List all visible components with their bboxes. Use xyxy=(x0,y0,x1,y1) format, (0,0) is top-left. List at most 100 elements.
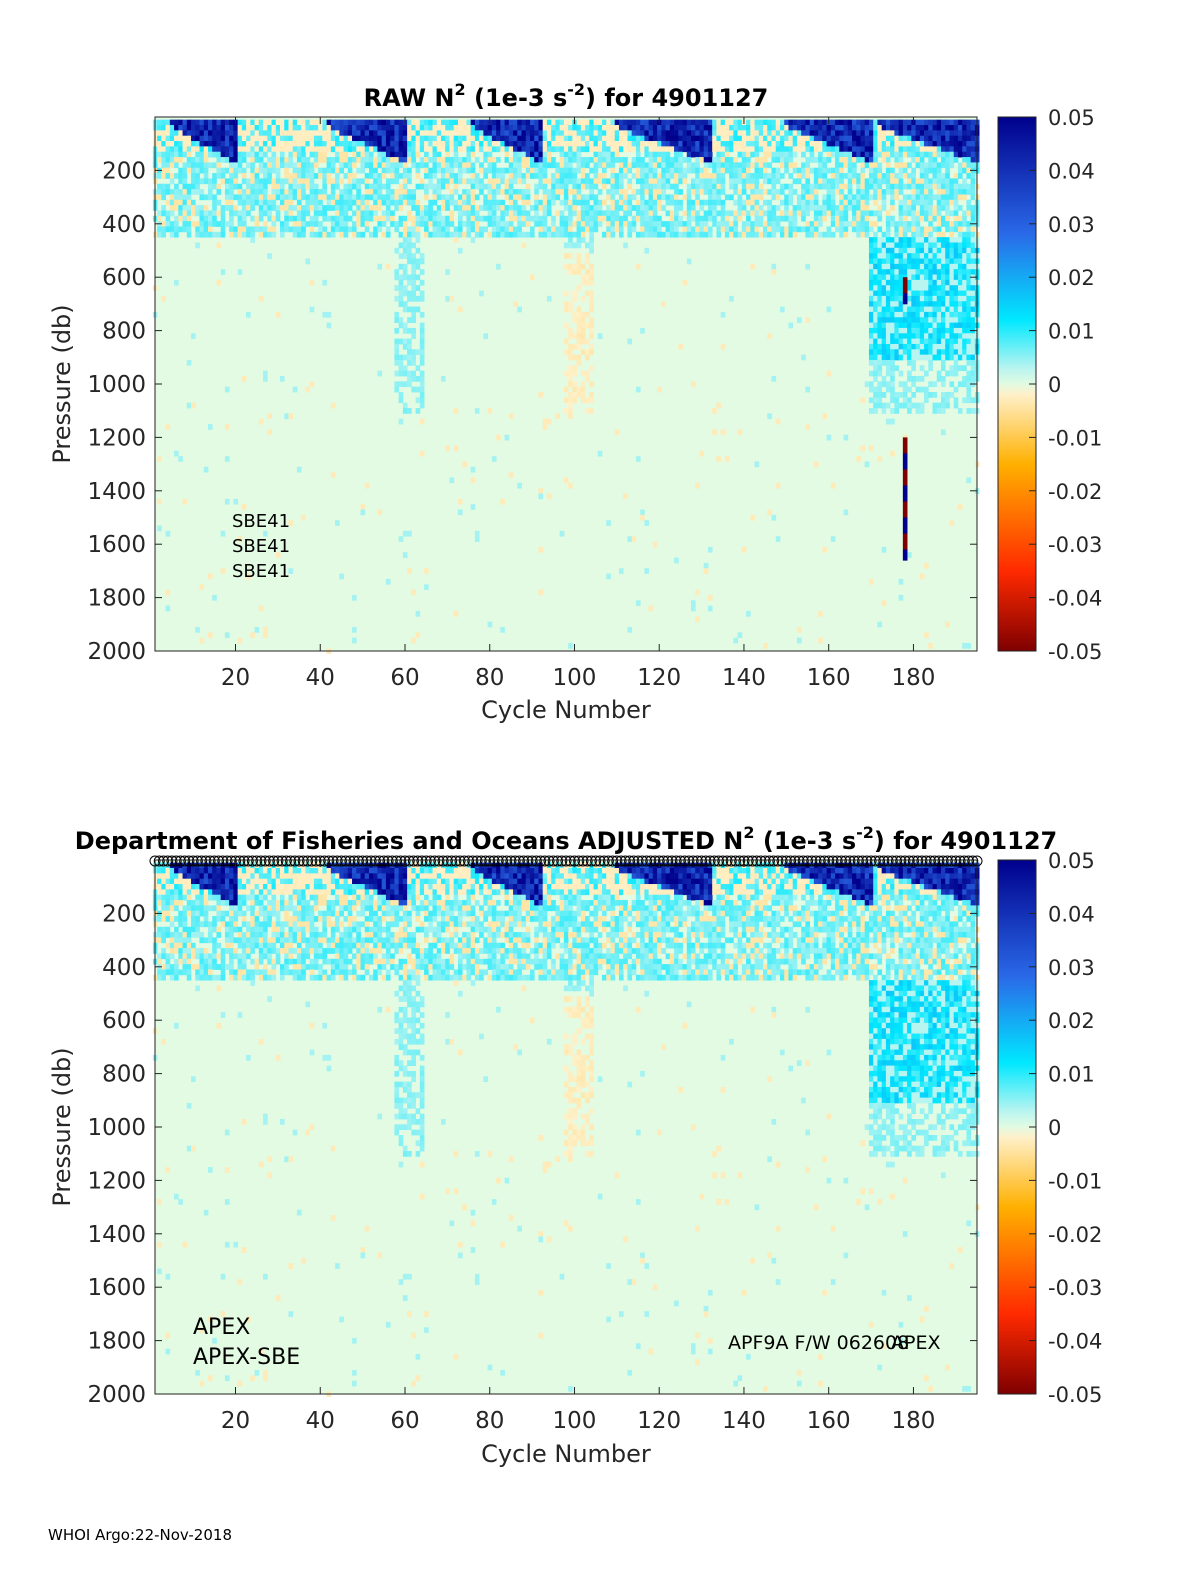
raw-heatmap-cell xyxy=(585,183,590,190)
raw-heatmap-cell xyxy=(763,173,768,179)
raw-heatmap-cell xyxy=(775,536,781,542)
raw-heatmap-cell xyxy=(474,178,480,185)
raw-heatmap-cell xyxy=(415,119,421,126)
raw-heatmap-cell xyxy=(407,354,412,361)
raw-heatmap-cell xyxy=(470,210,476,217)
raw-heatmap-cell xyxy=(957,338,963,345)
raw-heatmap-cell xyxy=(691,135,696,142)
raw-heatmap-cell xyxy=(691,178,696,185)
raw-heatmap-cell xyxy=(894,397,900,404)
raw-heatmap-cell xyxy=(292,146,298,153)
raw-heatmap-cell xyxy=(538,231,544,238)
raw-heatmap-cell xyxy=(364,194,370,201)
raw-heatmap-cell xyxy=(720,199,726,206)
raw-heatmap-cell xyxy=(936,226,942,233)
raw-heatmap-cell xyxy=(195,626,200,633)
raw-heatmap-cell xyxy=(394,162,400,169)
raw-heatmap-cell xyxy=(326,135,332,142)
raw-heatmap-cell xyxy=(381,162,387,169)
raw-heatmap-cell xyxy=(890,205,895,211)
raw-heatmap-cell xyxy=(466,199,472,206)
raw-heatmap-cell xyxy=(860,205,866,211)
raw-heatmap-cell xyxy=(394,370,400,377)
raw-heatmap-cell xyxy=(305,119,311,126)
raw-heatmap-cell xyxy=(576,269,582,275)
raw-heatmap-cell xyxy=(644,146,650,153)
raw-heatmap-cell xyxy=(864,461,870,468)
raw-heatmap-cell xyxy=(924,151,929,158)
raw-heatmap-cell xyxy=(635,263,641,270)
raw-heatmap-cell xyxy=(186,146,192,153)
raw-heatmap-cell xyxy=(529,215,535,222)
raw-heatmap-cell xyxy=(457,509,463,516)
raw-heatmap-cell xyxy=(292,151,298,158)
raw-heatmap-cell xyxy=(970,125,976,131)
raw-heatmap-cell xyxy=(835,130,840,137)
raw-heatmap-cell xyxy=(394,285,400,291)
raw-heatmap-cell xyxy=(665,135,671,142)
raw-heatmap-cell xyxy=(949,322,955,329)
raw-heatmap-cell xyxy=(436,151,442,158)
raw-heatmap-cell xyxy=(915,263,921,270)
raw-heatmap-cell xyxy=(881,205,887,211)
raw-heatmap-cell xyxy=(712,221,717,227)
raw-heatmap-cell xyxy=(296,221,302,227)
raw-heatmap-cell xyxy=(250,146,255,153)
raw-heatmap-cell xyxy=(724,146,730,153)
raw-heatmap-cell xyxy=(661,130,666,137)
raw-heatmap-cell xyxy=(618,183,624,190)
raw-heatmap-cell xyxy=(398,317,404,323)
raw-heatmap-cell xyxy=(796,135,802,142)
raw-heatmap-cell xyxy=(881,242,887,249)
raw-heatmap-cell xyxy=(907,226,912,233)
raw-heatmap-cell xyxy=(911,231,916,238)
raw-heatmap-cell xyxy=(754,226,760,233)
raw-heatmap-cell xyxy=(419,381,425,388)
raw-heatmap-cell xyxy=(775,205,781,211)
raw-heatmap-cell xyxy=(267,125,272,131)
raw-heatmap-cell xyxy=(911,125,916,131)
raw-heatmap-cell xyxy=(805,167,811,174)
raw-heatmap-cell xyxy=(216,173,222,179)
raw-heatmap-cell xyxy=(551,173,556,179)
raw-heatmap-cell xyxy=(775,130,781,137)
raw-heatmap-cell xyxy=(263,626,268,633)
raw-heatmap-cell xyxy=(877,237,883,243)
raw-heatmap-cell xyxy=(682,141,688,147)
raw-heatmap-cell xyxy=(555,119,561,126)
raw-heatmap-cell xyxy=(555,210,561,217)
raw-heatmap-cell xyxy=(813,189,819,195)
raw-heatmap-cell xyxy=(237,269,243,275)
raw-heatmap-cell xyxy=(233,146,239,153)
raw-heatmap-cell xyxy=(407,338,412,345)
raw-heatmap-cell xyxy=(953,327,959,334)
raw-heatmap-cell xyxy=(436,135,442,142)
raw-heatmap-cell xyxy=(610,194,616,201)
raw-heatmap-cell xyxy=(873,408,878,414)
raw-heatmap-cell xyxy=(419,359,425,366)
raw-heatmap-cell xyxy=(445,194,450,201)
raw-heatmap-cell xyxy=(288,413,294,420)
raw-heatmap-cell xyxy=(924,354,929,361)
raw-heatmap-cell xyxy=(352,157,357,163)
raw-heatmap-cell xyxy=(873,397,878,404)
raw-heatmap-cell xyxy=(775,151,781,158)
raw-heatmap-cell xyxy=(733,231,738,238)
raw-heatmap-cell xyxy=(491,125,497,131)
raw-heatmap-cell xyxy=(695,157,700,163)
raw-heatmap-cell xyxy=(868,247,874,254)
raw-heatmap-cell xyxy=(326,157,332,163)
raw-heatmap-cell xyxy=(775,215,781,222)
raw-heatmap-cell xyxy=(534,162,539,169)
raw-heatmap-cell xyxy=(453,173,459,179)
raw-heatmap-cell xyxy=(364,226,370,233)
raw-heatmap-cell xyxy=(835,141,840,147)
raw-heatmap-cell xyxy=(826,167,832,174)
raw-heatmap-cell xyxy=(881,354,887,361)
raw-heatmap-cell xyxy=(818,151,823,158)
raw-heatmap-cell xyxy=(881,199,887,206)
raw-heatmap-cell xyxy=(576,392,582,398)
raw-heatmap-cell xyxy=(873,146,878,153)
raw-heatmap-cell xyxy=(924,183,929,190)
raw-heatmap-cell xyxy=(470,141,476,147)
